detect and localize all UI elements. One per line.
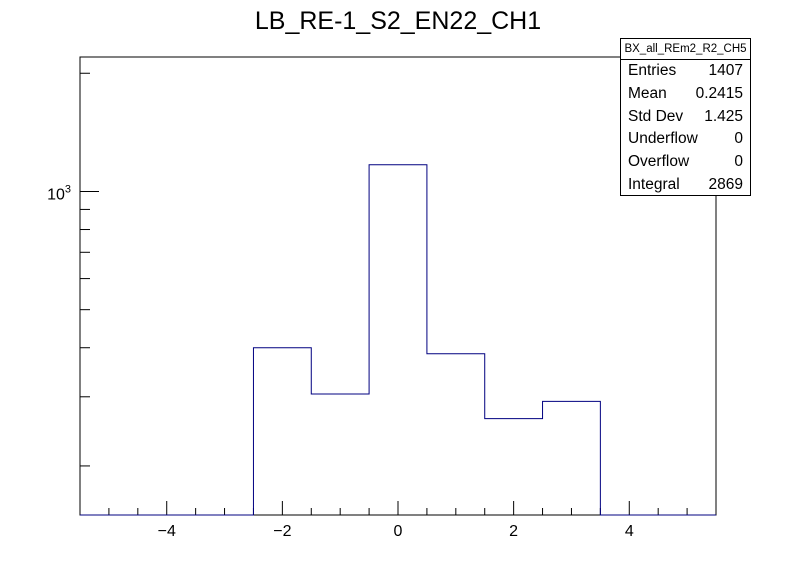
y-tick-label: 103 [47, 183, 71, 203]
histogram-bin [543, 401, 601, 515]
histogram-bin [485, 419, 543, 515]
y-axis: 103 [47, 73, 99, 466]
stats-box: BX_all_REm2_R2_CH5 Entries 1407 Mean 0.2415… [620, 38, 751, 196]
stats-row-label: Integral [628, 174, 680, 197]
stats-row: Std Dev 1.425 [621, 106, 750, 129]
y-tick-label-base: 10 [47, 186, 65, 203]
stats-row-label: Std Dev [628, 106, 683, 129]
chart-title: LB_RE-1_S2_EN22_CH1 [255, 7, 541, 35]
stats-row: Underflow 0 [621, 128, 750, 151]
stats-row-value: 1407 [709, 60, 743, 83]
y-tick-label-exponent: 3 [65, 183, 71, 195]
stats-row-value: 1.425 [704, 106, 743, 129]
stats-row: Integral 2869 [621, 174, 750, 197]
stats-row-value: 2869 [709, 174, 743, 197]
stats-row-label: Mean [628, 83, 667, 106]
histogram-bin [369, 165, 427, 515]
stats-row: Mean 0.2415 [621, 83, 750, 106]
x-tick-label: −4 [158, 523, 176, 540]
x-tick-label: 2 [509, 523, 518, 540]
stats-row-label: Underflow [628, 128, 698, 151]
histogram-bin [253, 348, 311, 515]
histogram-bin [427, 354, 485, 515]
histogram-outline [80, 165, 716, 515]
x-tick-label: −2 [273, 523, 291, 540]
stats-row-label: Overflow [628, 151, 689, 174]
stats-box-name: BX_all_REm2_R2_CH5 [621, 39, 750, 60]
stats-row-label: Entries [628, 60, 676, 83]
stats-row-value: 0 [734, 128, 743, 151]
x-tick-label: 0 [394, 523, 403, 540]
x-tick-label: 4 [625, 523, 634, 540]
stats-row: Entries 1407 [621, 60, 750, 83]
stats-row-value: 0 [734, 151, 743, 174]
stats-row: Overflow 0 [621, 151, 750, 174]
stats-row-value: 0.2415 [696, 83, 743, 106]
stats-rows: Entries 1407 Mean 0.2415 Std Dev 1.425 Underfl… [621, 60, 750, 197]
histogram-bin [311, 394, 369, 515]
